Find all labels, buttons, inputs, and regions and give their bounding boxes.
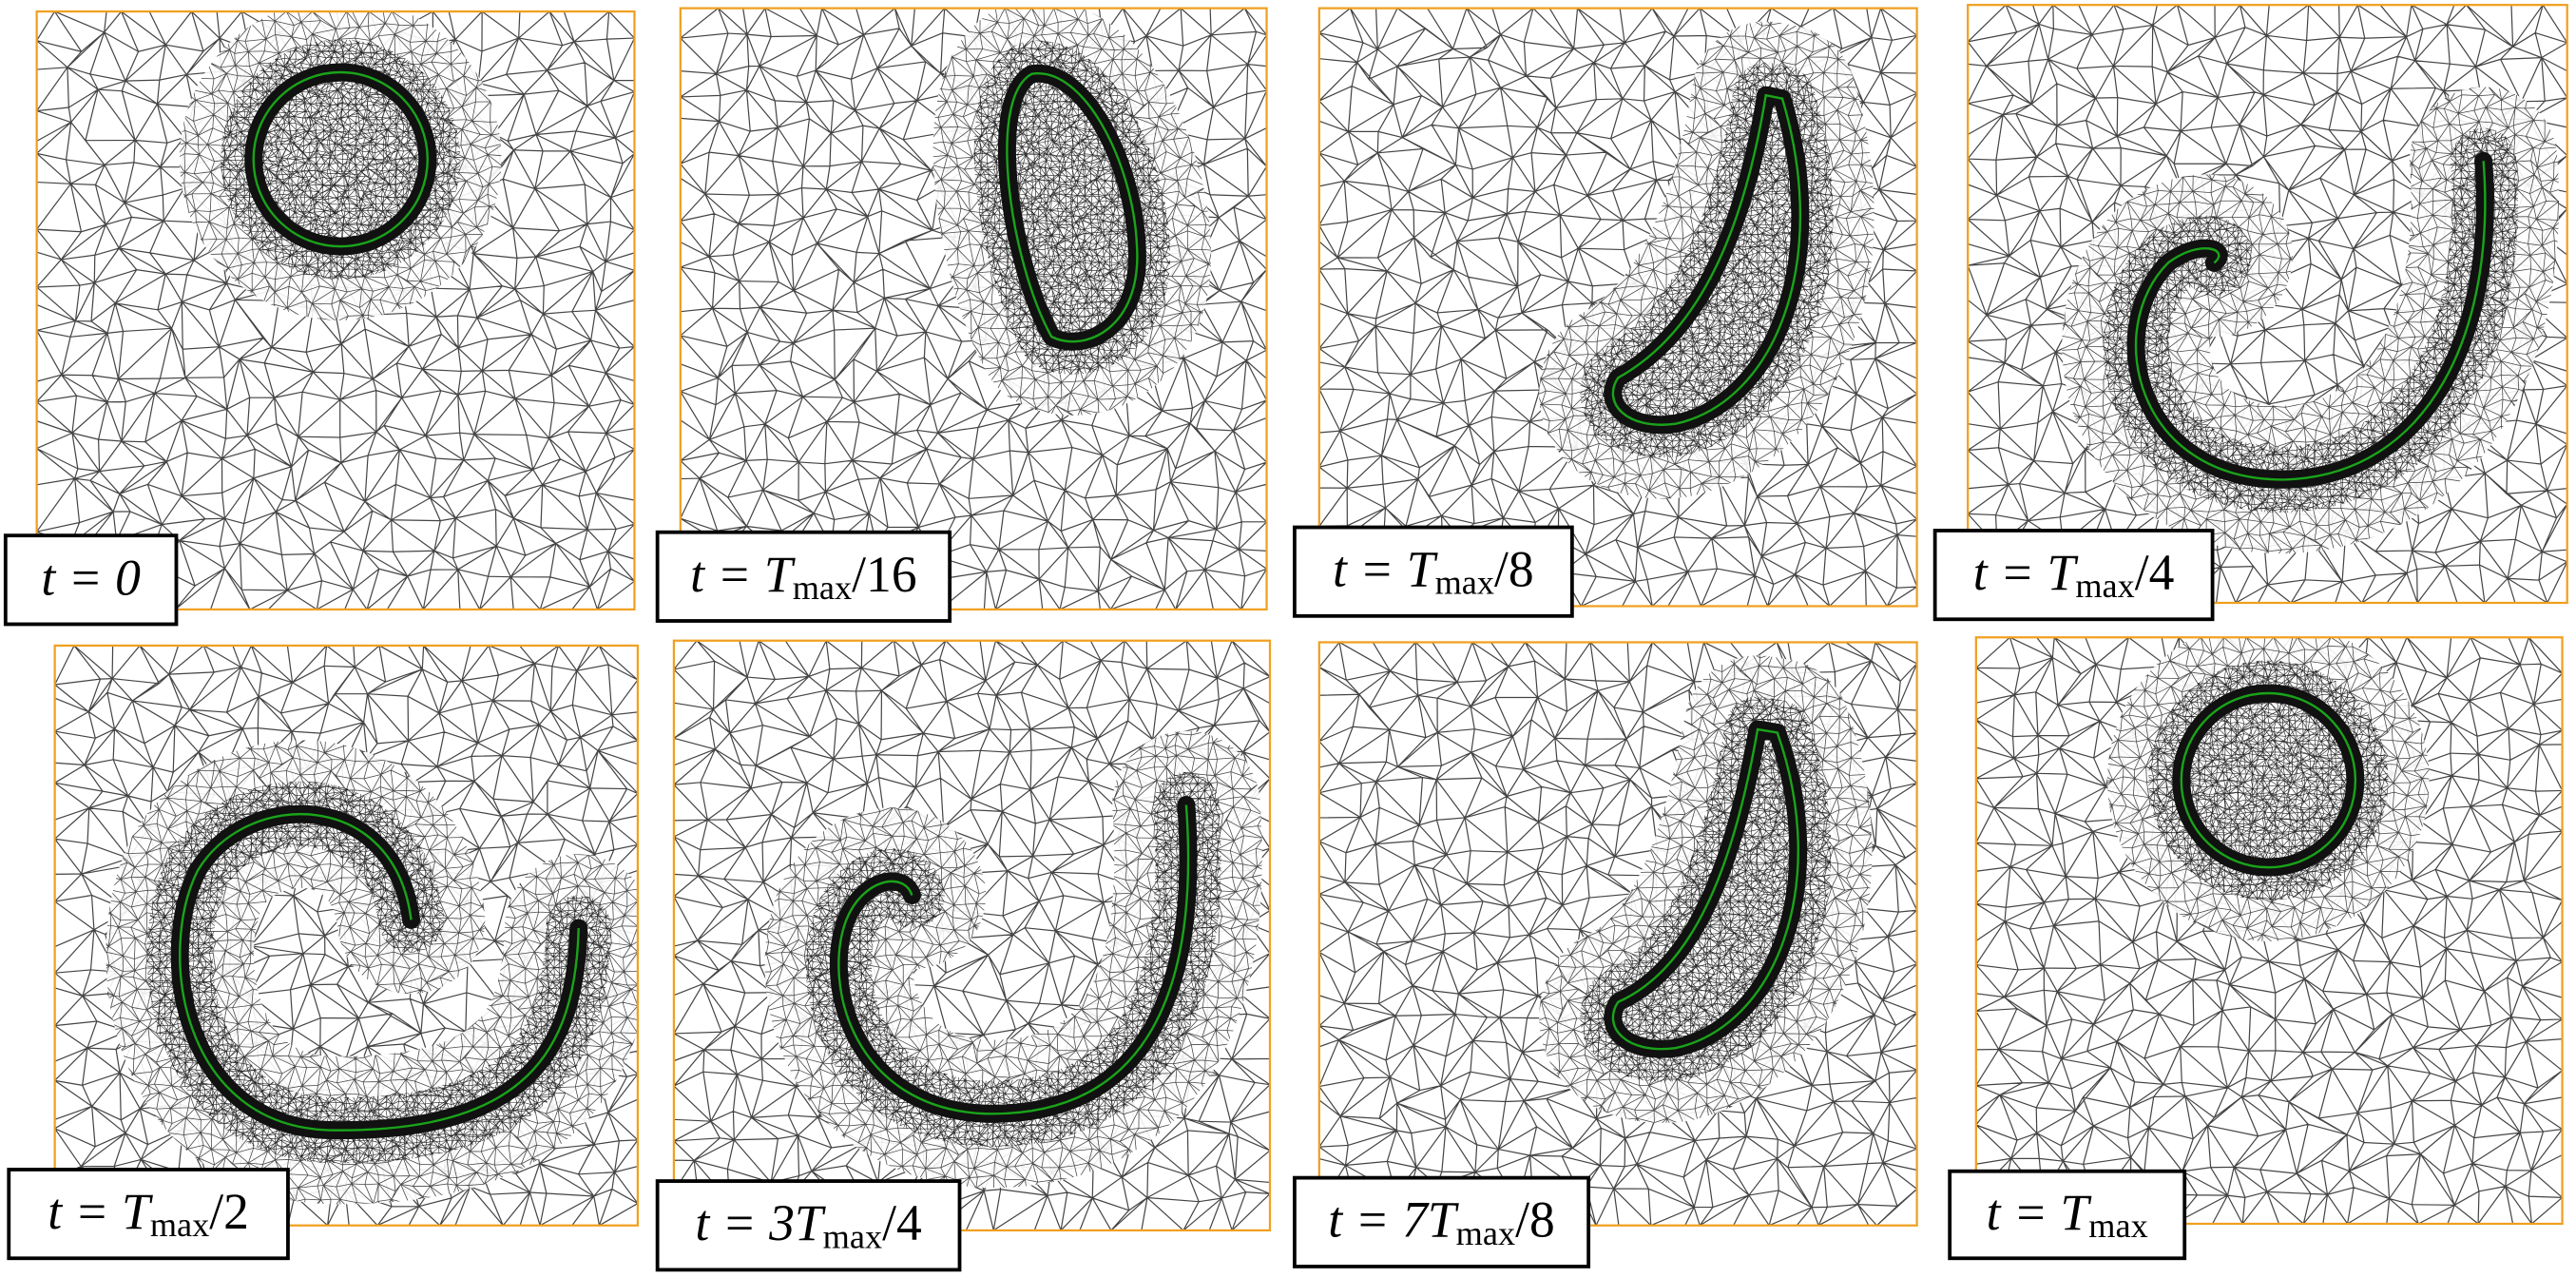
label-main: t = T (1973, 544, 2079, 601)
mesh-panel (681, 9, 1267, 610)
label-main: t = T (48, 1183, 153, 1240)
label-tail: /4 (882, 1194, 922, 1251)
label-tail: /4 (2135, 544, 2175, 601)
label-subscript: max (1435, 564, 1494, 602)
mesh-panel (55, 646, 638, 1226)
label-main: t = T (1333, 541, 1438, 598)
label-tail: /8 (1515, 1191, 1555, 1249)
time-label: t = 3Tmax/4 (695, 1194, 921, 1255)
label-main: t = 3T (695, 1194, 826, 1251)
mesh-panel (674, 641, 1270, 1230)
label-subscript: max (823, 1218, 882, 1256)
label-main: t = T (690, 546, 796, 603)
mesh-panel (1319, 9, 1917, 607)
label-main: t = 7T (1328, 1191, 1459, 1249)
mesh-panel (1976, 637, 2563, 1224)
label-subscript: max (150, 1207, 209, 1245)
time-label: t = Tmax/4 (1973, 544, 2175, 605)
label-main: t = T (1987, 1184, 2092, 1241)
label-subscript: max (2075, 568, 2134, 606)
mesh-panel (37, 11, 635, 610)
time-label: t = Tmax/2 (48, 1183, 249, 1244)
label-subscript: max (793, 569, 852, 607)
label-tail: /2 (209, 1183, 249, 1240)
mesh-panel (1319, 642, 1917, 1225)
label-main: t = 0 (41, 550, 141, 607)
label-tail: /8 (1494, 541, 1534, 598)
label-tail: /16 (852, 546, 916, 603)
label-subscript: max (2088, 1207, 2147, 1245)
time-label: t = 0 (41, 550, 141, 607)
label-subscript: max (1456, 1214, 1515, 1252)
mesh-panel (1968, 5, 2567, 603)
time-label: t = 7Tmax/8 (1328, 1191, 1554, 1252)
time-label: t = Tmax/8 (1333, 541, 1534, 602)
